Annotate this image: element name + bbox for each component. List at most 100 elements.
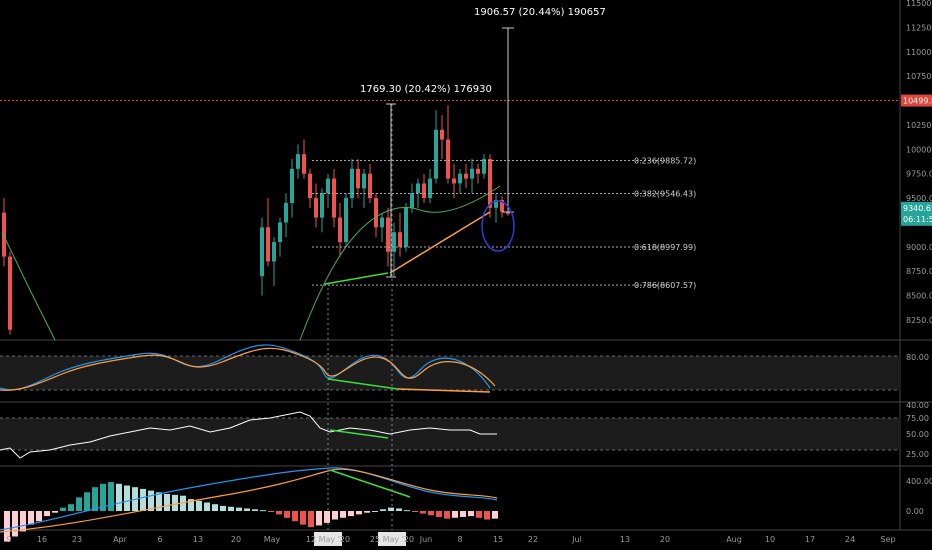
- macd-histogram-bar: [100, 483, 106, 511]
- candle-body: [410, 193, 414, 208]
- time-tick-label: 25 May '20: [370, 535, 414, 544]
- macd-histogram-bar: [116, 483, 122, 511]
- time-tick-label: 23: [72, 535, 82, 544]
- macd-histogram-bar: [308, 511, 314, 528]
- time-tick-label: 17: [805, 535, 815, 544]
- time-highlight-tag: [314, 532, 342, 546]
- time-tick-label: 9: [6, 535, 11, 544]
- macd-histogram-bar: [260, 510, 266, 512]
- macd-axis-label: 400.00: [906, 477, 932, 486]
- time-tick-label: Apr: [113, 535, 128, 544]
- macd-histogram-bar: [324, 511, 330, 523]
- candle-body: [332, 178, 336, 218]
- macd-histogram-bar: [396, 508, 402, 511]
- macd-histogram-bar: [108, 482, 114, 511]
- macd-histogram-bar: [436, 511, 442, 517]
- rsi-line: [0, 411, 497, 459]
- macd-histogram-bar: [164, 494, 170, 511]
- macd-histogram-bar: [244, 508, 250, 511]
- price-tick-label: 11000.00: [906, 48, 932, 57]
- time-tick-label: 24: [845, 535, 855, 544]
- macd-histogram-bar: [4, 511, 10, 542]
- time-tick-label: 13: [193, 535, 203, 544]
- candle-body: [380, 217, 384, 228]
- candle-body: [362, 173, 366, 189]
- macd-histogram-bar: [348, 511, 354, 517]
- support-trendline-orange: [389, 211, 491, 274]
- candle-body: [296, 154, 300, 169]
- time-tick-label: Aug: [726, 535, 742, 544]
- candle-body: [338, 217, 342, 242]
- macd-histogram-bar: [252, 509, 258, 511]
- candle-body: [302, 154, 306, 174]
- candle-body: [452, 178, 456, 184]
- ma-line-left: [1, 231, 56, 341]
- candle-body: [422, 183, 426, 199]
- macd-signal-line: [0, 468, 498, 533]
- macd-histogram-bar: [388, 507, 394, 511]
- time-tick-label: 10: [765, 535, 775, 544]
- measure-2-label: 1906.57 (20.44%) 190657: [474, 7, 606, 18]
- price-tick-label: 8500.00: [906, 292, 932, 301]
- time-tick-label: 20: [660, 535, 670, 544]
- macd-histogram-bar: [476, 511, 482, 518]
- candle-body: [2, 212, 6, 257]
- price-tick-label: 9000.00: [906, 243, 932, 252]
- time-tick-label: 13: [620, 535, 630, 544]
- macd-histogram-bar: [212, 504, 218, 511]
- time-tick-label: 6: [157, 535, 162, 544]
- fib-level-label: 0.382(9546.43): [634, 190, 696, 199]
- time-tick-label: 8: [457, 535, 462, 544]
- candle-body: [344, 198, 348, 242]
- macd-histogram-bar: [316, 511, 322, 526]
- macd-histogram-bar: [452, 511, 458, 518]
- macd-histogram-bar: [412, 511, 418, 512]
- fib-level-label: 0.786(8607.57): [634, 281, 696, 290]
- macd-histogram-bar: [292, 511, 298, 522]
- macd-histogram-bar: [148, 490, 154, 511]
- candle-body: [356, 168, 360, 189]
- macd-histogram-bar: [356, 511, 362, 515]
- macd-line: [0, 467, 498, 531]
- candle-body: [434, 129, 438, 179]
- price-tick-label: 10000.00: [906, 145, 932, 154]
- candle-body: [398, 232, 402, 247]
- rsi-divergence-green: [329, 429, 389, 439]
- candle-body: [8, 256, 12, 330]
- macd-histogram-bar: [124, 485, 130, 511]
- time-tick-label: 20: [231, 535, 241, 544]
- target-ellipse: [481, 200, 515, 252]
- macd-histogram-bar: [484, 511, 490, 520]
- macd-histogram-bar: [28, 511, 34, 525]
- time-tick-label: Sep: [880, 535, 895, 544]
- time-highlight-tag: [378, 532, 406, 546]
- price-tick-label: 11500.00: [906, 0, 932, 8]
- fib-level-label: 0.236(9885.72): [634, 156, 696, 165]
- candle-body: [308, 173, 312, 199]
- candle-body: [260, 227, 264, 277]
- macd-histogram-bar: [44, 511, 50, 517]
- price-tick-label: 8750.00: [906, 267, 932, 276]
- candle-body: [404, 207, 408, 247]
- price-tick-label: 9500.00: [906, 194, 932, 203]
- ma-line-right: [299, 185, 501, 341]
- macd-histogram-bar: [380, 509, 386, 511]
- candle-body: [374, 198, 378, 228]
- macd-histogram-bar: [340, 511, 346, 518]
- stoch-axis-label: 40.00: [906, 401, 929, 410]
- candle-body: [428, 178, 432, 199]
- stoch-divergence-orange: [397, 388, 491, 393]
- candle-body: [278, 222, 282, 242]
- fib-level-label: 0.618(8997.99): [634, 243, 696, 252]
- support-trendline-green: [324, 272, 389, 285]
- candle-body: [266, 227, 270, 262]
- candle-body: [494, 200, 498, 208]
- candle-body: [500, 200, 504, 212]
- rsi-axis-label: 75.00: [906, 414, 929, 423]
- candle-body: [284, 202, 288, 223]
- macd-histogram-bar: [372, 511, 378, 512]
- macd-histogram-bar: [172, 494, 178, 511]
- macd-histogram-bar: [196, 500, 202, 511]
- measure-1-label: 1769.30 (20.42%) 176930: [360, 84, 492, 95]
